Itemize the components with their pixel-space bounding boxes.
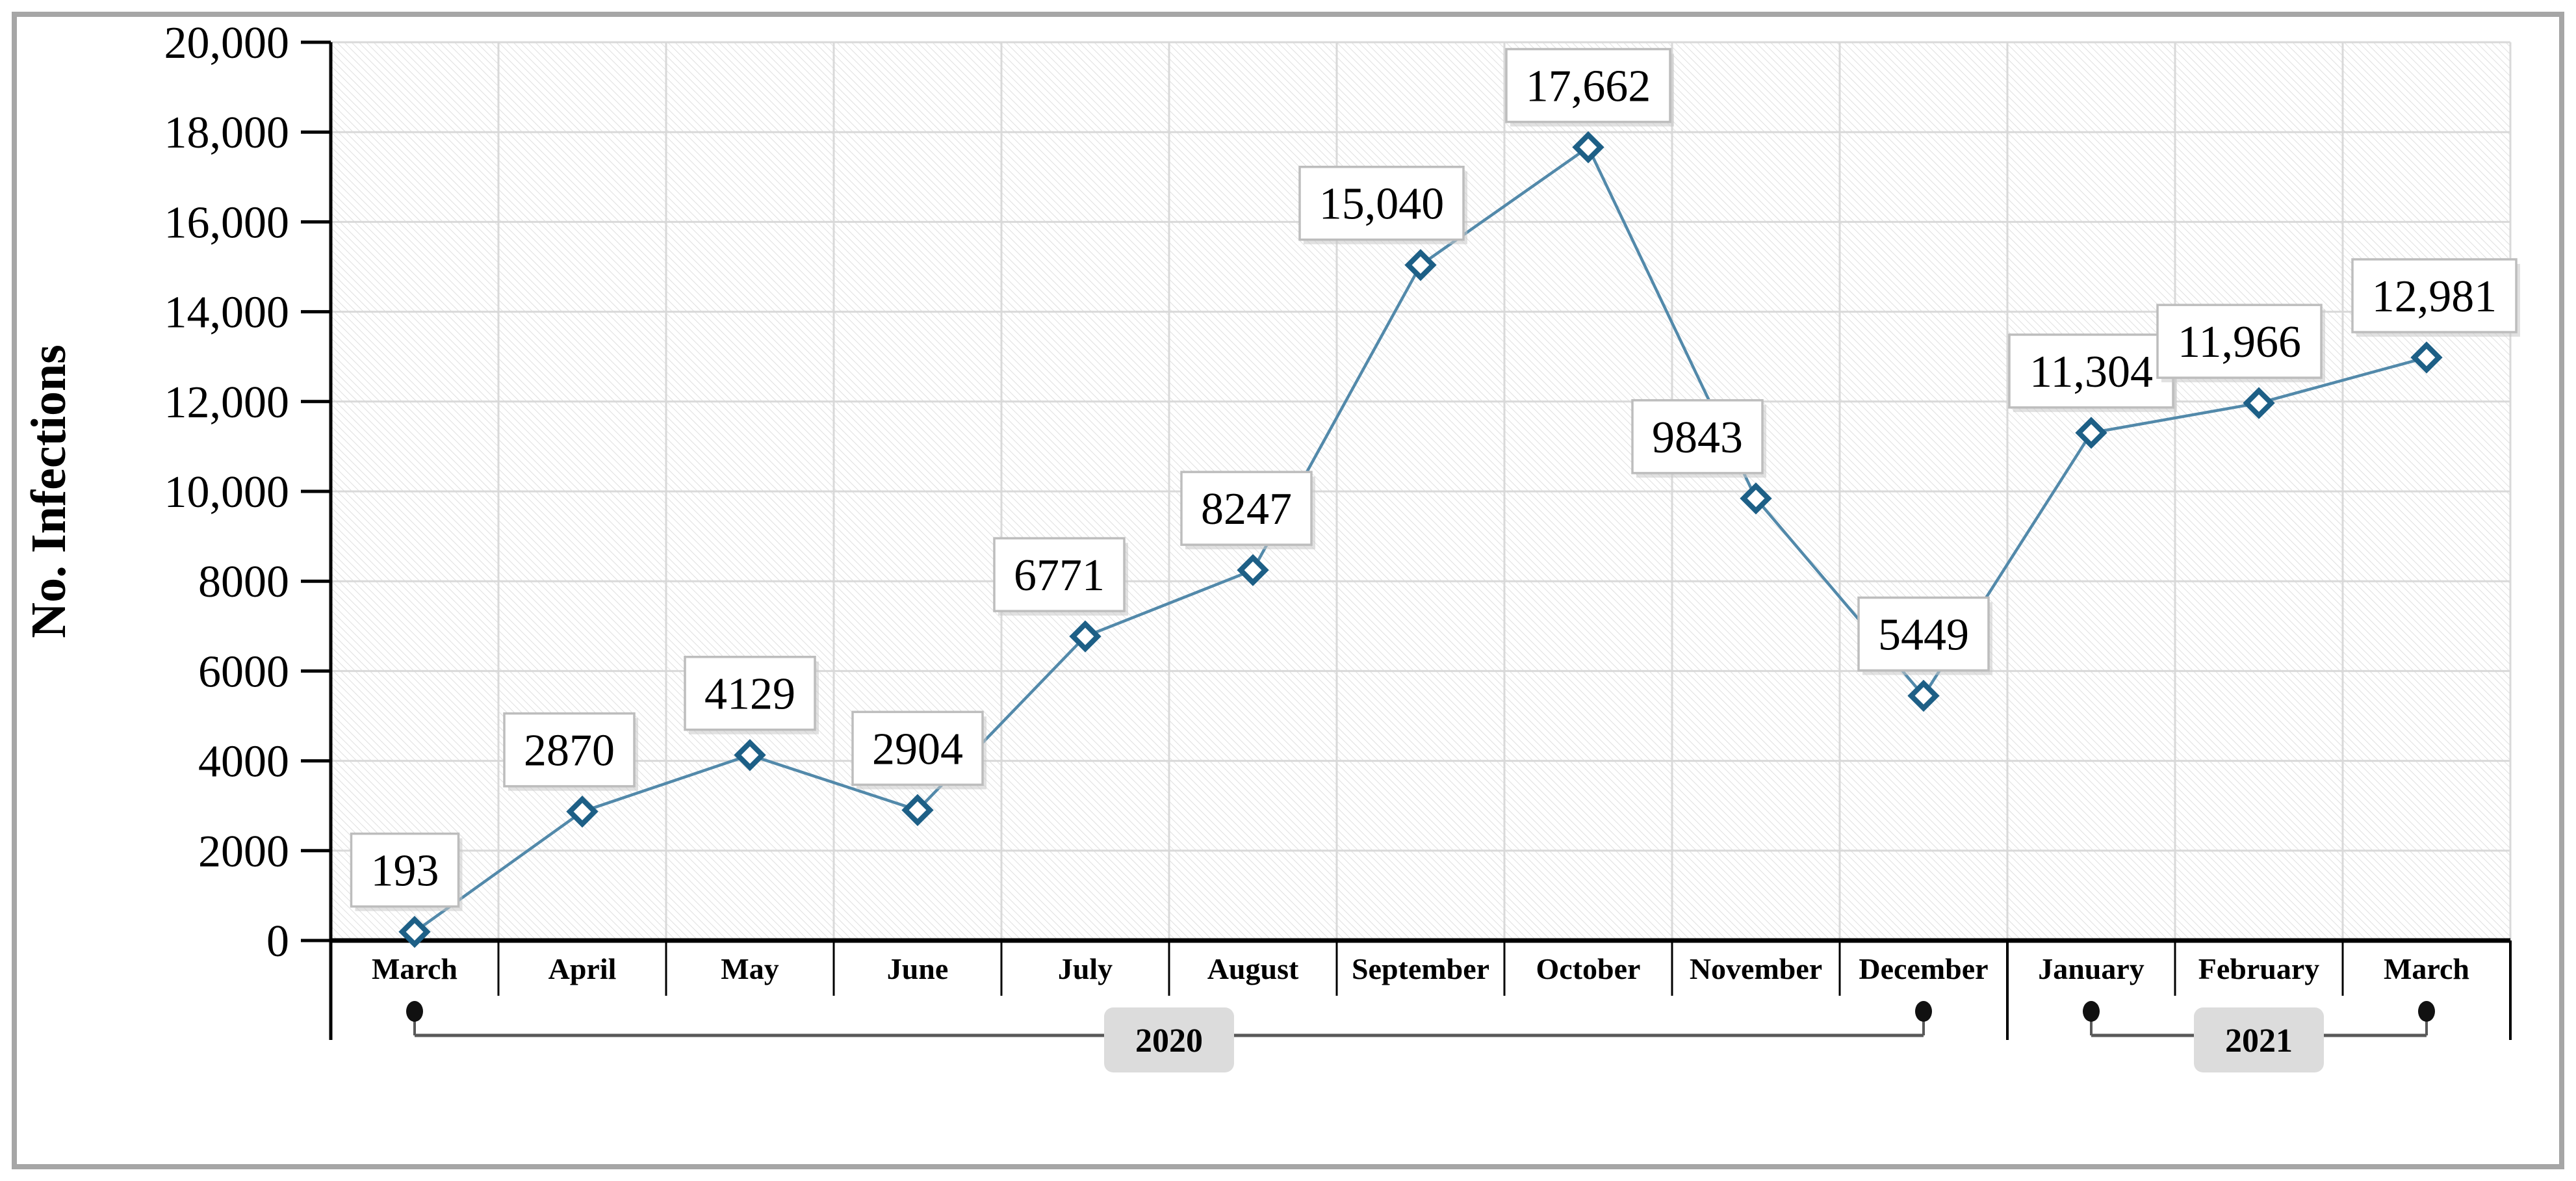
data-point-marker [2410, 341, 2443, 374]
y-tick-label: 4000 [198, 737, 289, 787]
data-label: 11,966 [2178, 317, 2301, 367]
data-label: 9843 [1652, 413, 1743, 463]
y-tick-label: 14,000 [164, 288, 290, 338]
data-label-box [2351, 258, 2518, 333]
data-point-marker [1237, 554, 1269, 586]
data-point-marker [734, 739, 766, 772]
year-label: 2021 [2225, 1022, 2293, 1059]
data-labels: 193 2870 4129 2904 6771 8247 15,040 17,662 9843 5… [350, 47, 2520, 911]
infections-series [398, 131, 2443, 948]
data-point-marker [1907, 679, 1940, 712]
month-label: December [1859, 952, 1988, 985]
y-tick-label: 2000 [198, 827, 289, 877]
year-bracket-dot [2083, 1001, 2100, 1022]
month-label: April [548, 952, 617, 985]
data-label-box [684, 655, 816, 731]
data-label: 12,981 [2372, 272, 2497, 322]
year-label-box [1104, 1007, 1234, 1072]
data-label: 193 [371, 846, 439, 896]
month-label: July [1058, 952, 1113, 985]
data-label-box [1180, 471, 1313, 546]
data-point-marker [1069, 620, 1101, 653]
month-label: March [372, 952, 457, 985]
data-label: 4129 [704, 669, 795, 720]
y-tick-label: 0 [266, 916, 289, 967]
data-point-marker [901, 794, 934, 826]
y-tick-label: 6000 [198, 647, 289, 697]
data-label-box [993, 537, 1126, 612]
data-label: 5449 [1878, 610, 1969, 660]
month-axis: March April May June July August September Octo… [372, 941, 2469, 996]
month-label: June [887, 952, 949, 985]
month-label: October [1536, 952, 1641, 985]
y-tick-label: 10,000 [164, 467, 290, 517]
data-point-marker [566, 796, 599, 828]
month-label: January [2038, 952, 2145, 985]
data-label: 6771 [1014, 551, 1105, 601]
year-bracket-dot [2418, 1001, 2435, 1022]
year-bracket-dot [406, 1001, 423, 1022]
y-axis-title: No. Infections [21, 344, 76, 638]
y-tick-label: 16,000 [164, 198, 290, 248]
data-point-marker [2075, 417, 2107, 449]
month-label: May [721, 952, 779, 985]
data-label-box [503, 712, 636, 788]
data-label: 2904 [872, 724, 963, 774]
month-label: November [1690, 952, 1822, 985]
y-tick-label: 20,000 [164, 18, 290, 68]
data-label-box [1505, 47, 1671, 123]
year-axis: 2020 2021 [406, 1001, 2435, 1072]
data-label: 15,040 [1319, 179, 1445, 229]
data-label-box [1298, 165, 1465, 241]
data-point-marker [398, 916, 431, 948]
month-label: September [1352, 952, 1489, 985]
data-point-marker [2243, 387, 2275, 419]
y-tick-label: 18,000 [164, 108, 290, 158]
data-label: 8247 [1201, 484, 1292, 534]
data-label-box [1857, 596, 1990, 672]
data-label: 2870 [524, 726, 615, 776]
data-label-box [2156, 304, 2323, 379]
data-label-box [851, 710, 984, 786]
data-label: 17,662 [1526, 62, 1651, 112]
year-bracket-dot [1915, 1001, 1932, 1022]
month-label: March [2384, 952, 2469, 985]
data-point-marker [1572, 131, 1604, 164]
data-label-box [350, 832, 460, 908]
axes [329, 42, 2512, 1040]
y-axis: 0 2000 4000 6000 8000 10,000 12,000 14,000 16,00… [164, 18, 331, 967]
data-point-marker [1404, 249, 1437, 281]
data-point-marker [1740, 482, 1772, 515]
data-label: 11,304 [2029, 347, 2153, 397]
y-tick-label: 12,000 [164, 378, 290, 428]
year-label-box [2194, 1007, 2324, 1072]
month-label: August [1207, 952, 1299, 985]
data-label-box [1631, 399, 1764, 474]
year-label: 2020 [1135, 1022, 1203, 1059]
month-label: February [2198, 952, 2320, 985]
y-tick-label: 8000 [198, 557, 289, 607]
